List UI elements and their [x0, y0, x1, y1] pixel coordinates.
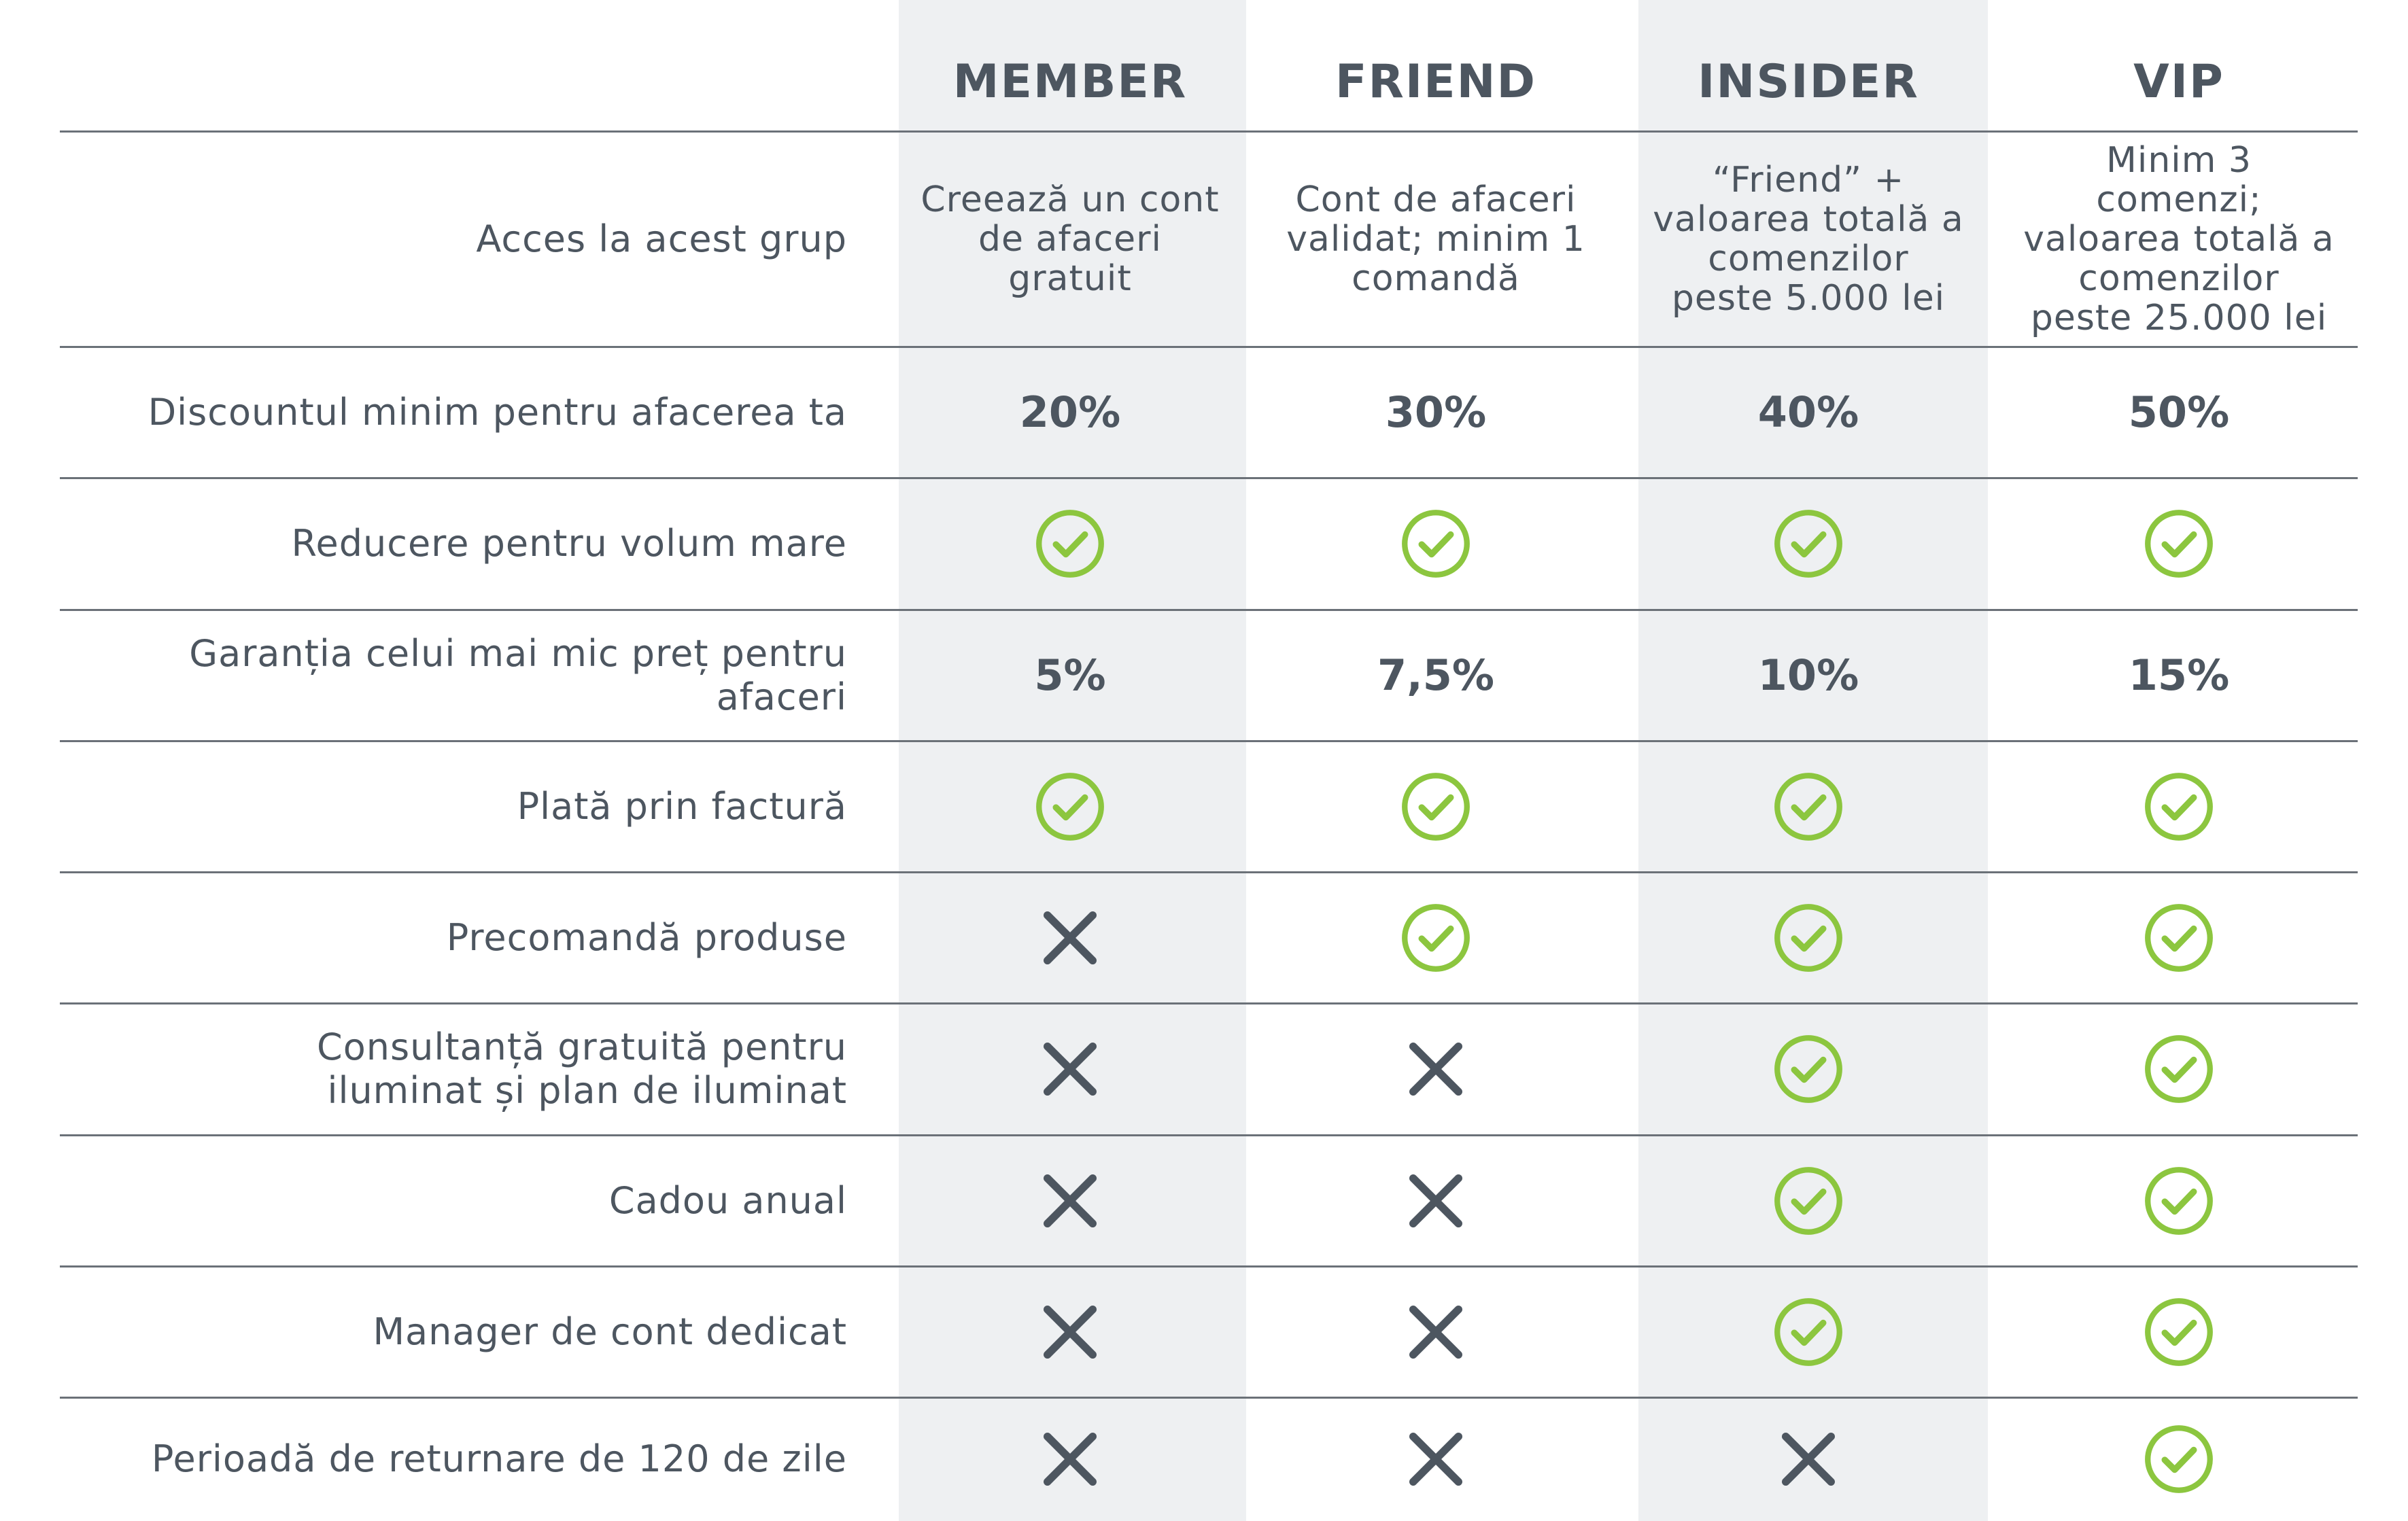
check-circle-icon	[1638, 1003, 1978, 1135]
row-label: Discountul minim pentru afacerea ta	[148, 390, 847, 434]
column-shade	[899, 0, 1246, 1521]
cross-icon	[1266, 1397, 1606, 1521]
row-label: Manager de cont dedicat	[373, 1310, 847, 1353]
requirement-text: Minim 3 comenzi; valoarea totală a comen…	[2023, 139, 2335, 338]
cross-icon	[1266, 1266, 1606, 1397]
row-label: Garanția celui mai mic preț pentru aface…	[189, 631, 847, 718]
cross-icon	[1638, 1397, 1978, 1521]
cross-icon	[900, 1266, 1240, 1397]
row-divider	[60, 740, 2358, 742]
tier-header-member: MEMBER	[952, 54, 1188, 109]
discount-value: 40%	[1757, 387, 1859, 437]
check-circle-icon	[1266, 872, 1606, 1003]
row-label: Precomandă produse	[446, 915, 847, 959]
row-divider	[60, 130, 2358, 133]
row-divider	[60, 871, 2358, 873]
column-shade	[1638, 0, 1988, 1521]
check-circle-icon	[2009, 1135, 2349, 1266]
row-label: Perioadă de returnare de 120 de zile	[151, 1437, 847, 1480]
check-circle-icon	[2009, 1266, 2349, 1397]
row-divider	[60, 1134, 2358, 1136]
check-circle-icon	[2009, 741, 2349, 872]
row-divider	[60, 1397, 2358, 1399]
requirement-text: Creează un cont de afaceri gratuit	[921, 179, 1220, 299]
check-circle-icon	[2009, 1397, 2349, 1521]
check-circle-icon	[1638, 741, 1978, 872]
discount-value: 10%	[1757, 650, 1859, 700]
check-circle-icon	[1638, 872, 1978, 1003]
discount-value: 20%	[1019, 387, 1121, 437]
tier-header-vip: VIP	[2133, 54, 2224, 109]
discount-value: 50%	[2128, 387, 2230, 437]
row-label: Consultanță gratuită pentru iluminat și …	[317, 1026, 847, 1112]
row-label: Cadou anual	[608, 1178, 847, 1222]
check-circle-icon	[900, 741, 1240, 872]
row-divider	[60, 609, 2358, 611]
row-label: Acces la acest grup	[476, 217, 847, 260]
check-circle-icon	[1266, 478, 1606, 610]
discount-value: 30%	[1385, 387, 1487, 437]
cross-icon	[900, 1003, 1240, 1135]
check-circle-icon	[900, 478, 1240, 610]
row-label: Reducere pentru volum mare	[291, 522, 847, 565]
check-circle-icon	[2009, 872, 2349, 1003]
requirement-text: Cont de afaceri validat; minim 1 comandă	[1286, 179, 1585, 299]
row-divider	[60, 346, 2358, 348]
cross-icon	[900, 872, 1240, 1003]
row-divider	[60, 1002, 2358, 1004]
row-divider	[60, 1265, 2358, 1268]
requirement-text: “Friend” + valoarea totală a comenzilor …	[1653, 159, 1964, 319]
check-circle-icon	[2009, 1003, 2349, 1135]
discount-value: 15%	[2128, 650, 2230, 700]
check-circle-icon	[1638, 1266, 1978, 1397]
cross-icon	[900, 1135, 1240, 1266]
tier-header-friend: FRIEND	[1335, 54, 1536, 109]
check-circle-icon	[1266, 741, 1606, 872]
discount-value: 5%	[1034, 650, 1106, 700]
check-circle-icon	[2009, 478, 2349, 610]
row-divider	[60, 477, 2358, 479]
row-label: Plată prin factură	[517, 784, 847, 828]
discount-value: 7,5%	[1377, 650, 1494, 700]
cross-icon	[900, 1397, 1240, 1521]
check-circle-icon	[1638, 1135, 1978, 1266]
cross-icon	[1266, 1003, 1606, 1135]
check-circle-icon	[1638, 478, 1978, 610]
tier-header-insider: INSIDER	[1698, 54, 1919, 109]
cross-icon	[1266, 1135, 1606, 1266]
